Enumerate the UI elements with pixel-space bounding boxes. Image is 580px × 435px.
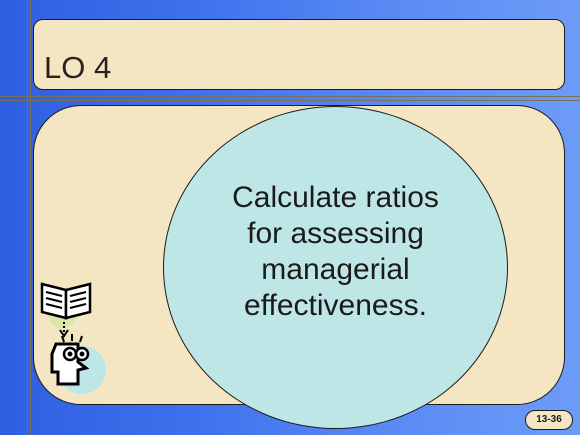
objective-line: effectiveness. (244, 289, 427, 322)
objective-line: for assessing (247, 217, 424, 250)
objective-line: Calculate ratios (232, 181, 439, 214)
frame-line-vertical (27, 0, 28, 435)
objective-ellipse (163, 106, 508, 429)
objective-line: managerial (261, 253, 410, 286)
frame-line-horizontal (0, 96, 580, 97)
open-book-icon (38, 278, 98, 338)
frame-line-horizontal (0, 100, 580, 101)
slide-title: LO 4 (44, 50, 112, 85)
page-number-badge: 13-36 (525, 410, 573, 430)
thinking-face-icon (48, 332, 110, 396)
learning-objective: Calculate ratios for assessing manageria… (163, 180, 508, 324)
frame-line-vertical (30, 0, 31, 435)
title-panel: LO 4 (33, 19, 565, 90)
